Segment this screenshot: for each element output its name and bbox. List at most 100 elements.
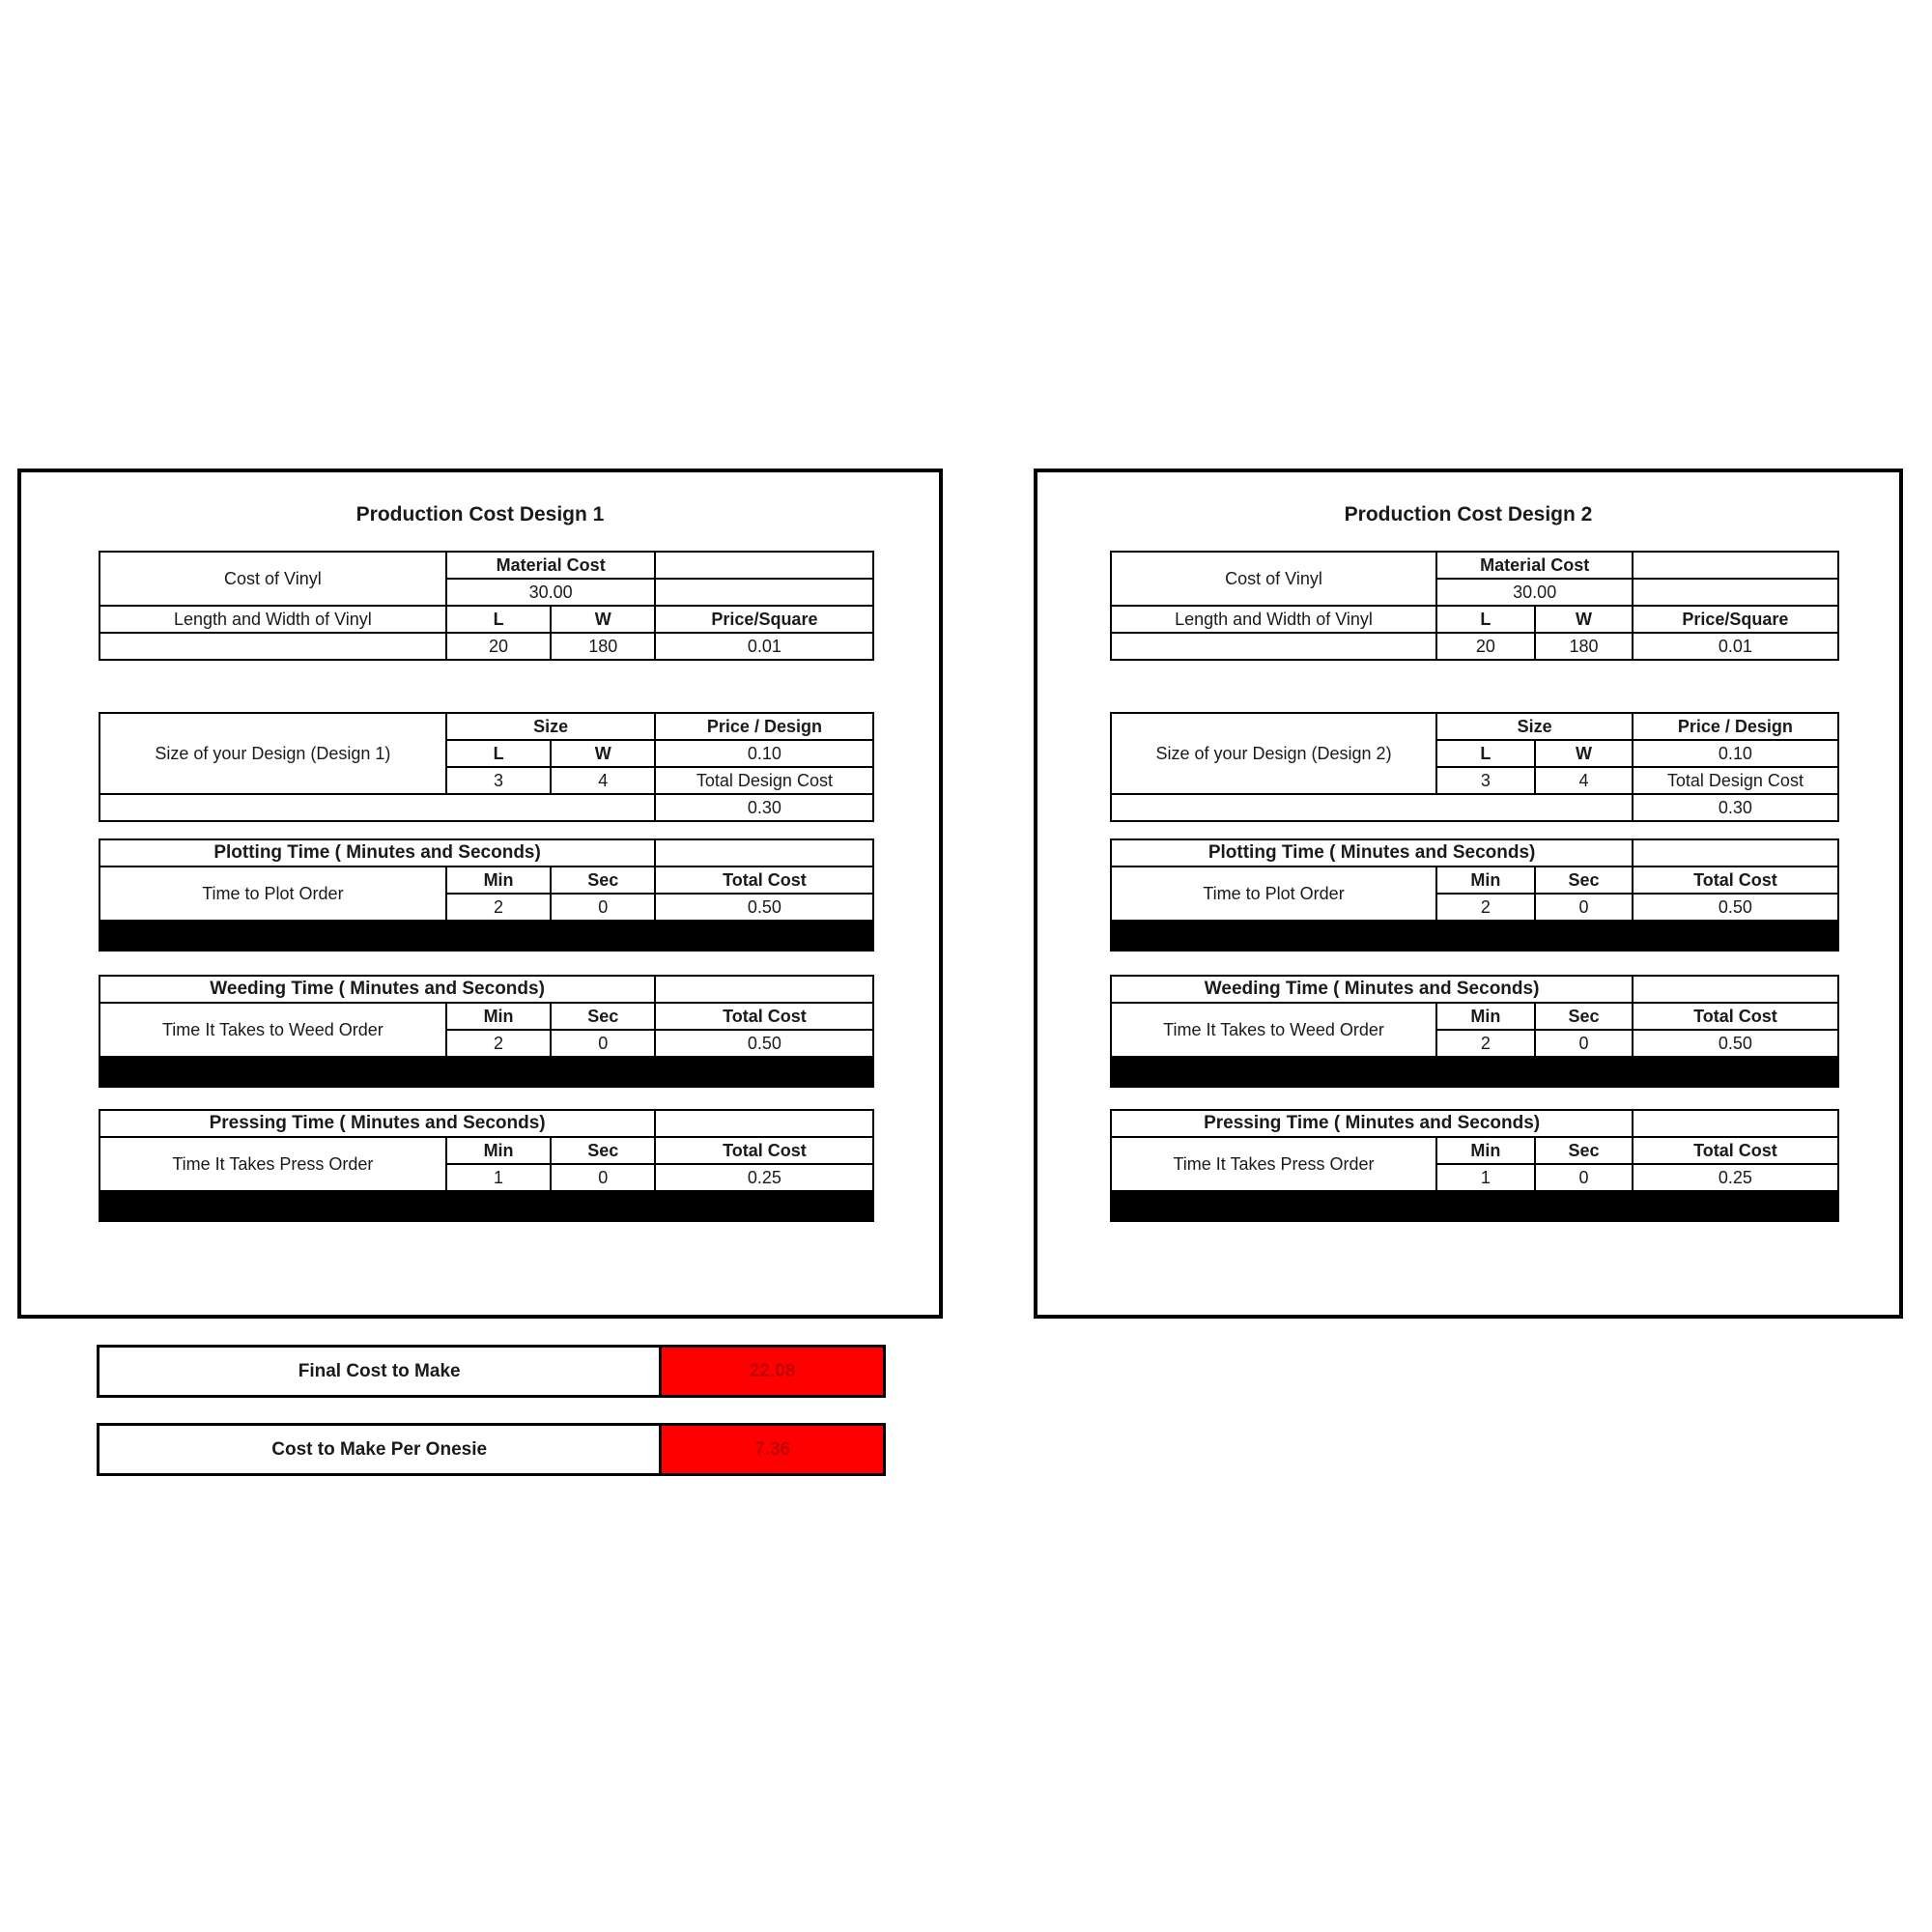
total-cost-header-cell: Total Cost [654, 1002, 875, 1031]
sec-header-cell: Sec [1533, 1002, 1634, 1031]
material-cost-value-cell[interactable]: 30.00 [444, 578, 657, 607]
plotting-time-section: Plotting Time ( Minutes and Seconds) Tim… [1109, 838, 1839, 952]
price-per-design-value-cell[interactable]: 0.10 [654, 739, 875, 768]
weeding-time-table: Weeding Time ( Minutes and Seconds) Time… [98, 975, 875, 1058]
section-header-cell: Weeding Time ( Minutes and Seconds) [1109, 975, 1634, 1004]
plotting-time-table: Plotting Time ( Minutes and Seconds) Tim… [1109, 838, 1839, 922]
price-per-square-value-cell[interactable]: 0.01 [654, 632, 875, 661]
vinyl-cost-table: Cost of Vinyl Material Cost 30.00 Length… [98, 551, 875, 661]
divider-bar [98, 922, 875, 952]
design-l-header-cell: L [444, 739, 553, 768]
total-design-cost-value-cell[interactable]: 0.30 [1632, 793, 1839, 822]
min-header-cell: Min [1435, 1002, 1536, 1031]
section-header-cell: Pressing Time ( Minutes and Seconds) [98, 1109, 657, 1138]
production-cost-panel-1: Production Cost Design 1 Cost of Vinyl M… [17, 469, 943, 1319]
min-header-cell: Min [444, 1136, 553, 1165]
min-value-cell[interactable]: 2 [1435, 893, 1536, 922]
total-cost-header-cell: Total Cost [654, 866, 875, 895]
sec-value-cell[interactable]: 0 [550, 1163, 657, 1192]
total-cost-value-cell[interactable]: 0.50 [654, 1029, 875, 1058]
sec-value-cell[interactable]: 0 [1533, 1029, 1634, 1058]
min-value-cell[interactable]: 2 [444, 893, 553, 922]
total-cost-value-cell[interactable]: 0.50 [654, 893, 875, 922]
price-per-design-value-cell[interactable]: 0.10 [1632, 739, 1839, 768]
price-per-design-header-cell: Price / Design [654, 712, 875, 741]
design-size-label-cell: Size of your Design (Design 2) [1109, 712, 1438, 795]
sec-header-cell: Sec [550, 1136, 657, 1165]
panel-tables: Cost of Vinyl Material Cost 30.00 Length… [1109, 551, 1839, 1222]
total-cost-value-cell[interactable]: 0.25 [1632, 1163, 1839, 1192]
section-header-cell: Plotting Time ( Minutes and Seconds) [98, 838, 657, 867]
sec-value-cell[interactable]: 0 [1533, 893, 1634, 922]
vinyl-cost-label-cell: Cost of Vinyl [1109, 551, 1438, 607]
min-header-cell: Min [444, 866, 553, 895]
section-header-cell: Pressing Time ( Minutes and Seconds) [1109, 1109, 1634, 1138]
price-per-square-value-cell[interactable]: 0.01 [1632, 632, 1839, 661]
total-cost-header-cell: Total Cost [654, 1136, 875, 1165]
total-design-cost-value-cell[interactable]: 0.30 [654, 793, 875, 822]
vinyl-width-value-cell[interactable]: 180 [1533, 632, 1634, 661]
price-per-design-header-cell: Price / Design [1632, 712, 1839, 741]
design-width-value-cell[interactable]: 4 [1533, 766, 1634, 795]
design-length-value-cell[interactable]: 3 [444, 766, 553, 795]
divider-bar [1109, 922, 1839, 952]
total-design-cost-label-cell: Total Design Cost [654, 766, 875, 795]
material-cost-header-cell: Material Cost [444, 551, 657, 580]
vinyl-width-value-cell[interactable]: 180 [550, 632, 657, 661]
design-width-value-cell[interactable]: 4 [550, 766, 657, 795]
pressing-time-table: Pressing Time ( Minutes and Seconds) Tim… [1109, 1109, 1839, 1192]
total-cost-value-cell[interactable]: 0.25 [654, 1163, 875, 1192]
price-per-square-header-cell: Price/Square [1632, 605, 1839, 634]
empty-cell [1632, 975, 1839, 1004]
vinyl-length-value-cell[interactable]: 20 [1435, 632, 1536, 661]
weeding-time-section: Weeding Time ( Minutes and Seconds) Time… [1109, 975, 1839, 1088]
total-cost-value-cell[interactable]: 0.50 [1632, 1029, 1839, 1058]
min-value-cell[interactable]: 1 [444, 1163, 553, 1192]
divider-bar [98, 1192, 875, 1222]
empty-cell [654, 551, 875, 580]
vinyl-dims-label-cell: Length and Width of Vinyl [1109, 605, 1438, 634]
sec-header-cell: Sec [550, 1002, 657, 1031]
total-design-cost-label-cell: Total Design Cost [1632, 766, 1839, 795]
empty-cell [1632, 578, 1839, 607]
width-header-cell: W [550, 605, 657, 634]
vinyl-cost-label-cell: Cost of Vinyl [98, 551, 447, 607]
sec-value-cell[interactable]: 0 [550, 1029, 657, 1058]
vinyl-cost-table: Cost of Vinyl Material Cost 30.00 Length… [1109, 551, 1839, 661]
material-cost-value-cell[interactable]: 30.00 [1435, 578, 1634, 607]
min-value-cell[interactable]: 1 [1435, 1163, 1536, 1192]
plotting-time-section: Plotting Time ( Minutes and Seconds) Tim… [98, 838, 875, 952]
pressing-time-section: Pressing Time ( Minutes and Seconds) Tim… [98, 1109, 875, 1222]
min-value-cell[interactable]: 2 [1435, 1029, 1536, 1058]
time-row-label-cell: Time to Plot Order [98, 866, 447, 922]
empty-cell [1632, 551, 1839, 580]
empty-cell [1109, 793, 1634, 822]
final-cost-value-cell[interactable]: 22.08 [662, 1348, 883, 1395]
min-value-cell[interactable]: 2 [444, 1029, 553, 1058]
time-row-label-cell: Time It Takes to Weed Order [1109, 1002, 1438, 1058]
pressing-time-table: Pressing Time ( Minutes and Seconds) Tim… [98, 1109, 875, 1192]
panel-tables: Cost of Vinyl Material Cost 30.00 Length… [98, 551, 875, 1222]
empty-cell [654, 1109, 875, 1138]
sec-value-cell[interactable]: 0 [1533, 1163, 1634, 1192]
weeding-time-section: Weeding Time ( Minutes and Seconds) Time… [98, 975, 875, 1088]
empty-cell [654, 838, 875, 867]
design-w-header-cell: W [1533, 739, 1634, 768]
empty-cell [98, 793, 657, 822]
time-row-label-cell: Time to Plot Order [1109, 866, 1438, 922]
divider-bar [1109, 1192, 1839, 1222]
total-cost-header-cell: Total Cost [1632, 1136, 1839, 1165]
total-cost-value-cell[interactable]: 0.50 [1632, 893, 1839, 922]
per-onesie-value-cell[interactable]: 7.36 [662, 1426, 883, 1473]
width-header-cell: W [1533, 605, 1634, 634]
time-row-label-cell: Time It Takes Press Order [1109, 1136, 1438, 1192]
sec-value-cell[interactable]: 0 [550, 893, 657, 922]
panel-title: Production Cost Design 1 [355, 503, 605, 526]
total-cost-header-cell: Total Cost [1632, 866, 1839, 895]
empty-cell [98, 632, 447, 661]
vinyl-dims-label-cell: Length and Width of Vinyl [98, 605, 447, 634]
design-length-value-cell[interactable]: 3 [1435, 766, 1536, 795]
vinyl-length-value-cell[interactable]: 20 [444, 632, 553, 661]
design-w-header-cell: W [550, 739, 657, 768]
